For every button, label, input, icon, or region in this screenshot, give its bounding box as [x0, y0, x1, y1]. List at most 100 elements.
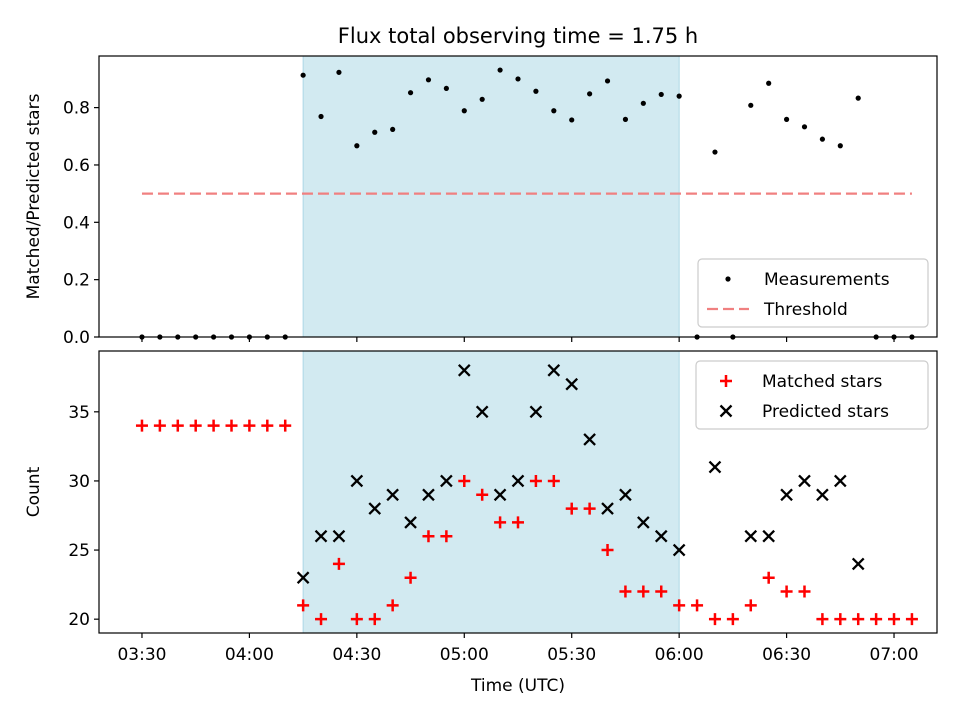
top-ytick-label: 0.6: [63, 156, 90, 176]
xtick-label: 04:30: [332, 645, 381, 665]
matched-star-point: [512, 516, 524, 529]
predicted-star-point: [475, 405, 489, 419]
xtick-label: 04:00: [225, 645, 274, 665]
predicted-star-point: [833, 474, 847, 488]
measurement-point: [515, 76, 521, 82]
measurement-point: [425, 77, 432, 83]
matched-star-point: [297, 599, 310, 612]
measurement-point: [372, 129, 378, 135]
matched-star-point: [780, 585, 793, 598]
top-legend-box: [697, 258, 929, 328]
top-panel: 0.0 0.2 0.4 0.6 0.8 Matched/Predicted stars Fl…: [24, 24, 938, 348]
xtick-label: 05:00: [440, 645, 489, 665]
matched-star-point: [332, 557, 345, 570]
measurement-point: [819, 136, 826, 142]
measurement-point: [479, 96, 485, 102]
measurement-point: [640, 100, 646, 106]
predicted-star-point: [672, 543, 686, 557]
predicted-star-point: [583, 433, 596, 446]
bottom-ytick-label: 20: [68, 610, 90, 630]
top-ytick-label: 0.4: [63, 213, 90, 233]
measurement-point: [712, 149, 718, 155]
xtick-label: 06:00: [655, 645, 704, 665]
top-legend-label: Measurements: [764, 270, 890, 290]
matched-star-point: [458, 474, 471, 487]
measurement-point: [604, 78, 611, 84]
predicted-star-point: [708, 460, 722, 474]
measurement-point: [300, 72, 306, 78]
bottom-ytick-label: 35: [68, 403, 90, 423]
predicted-star-point: [816, 488, 829, 502]
matched-star-point: [494, 516, 507, 529]
bottom-shaded-span: [303, 351, 680, 633]
predicted-star-point: [386, 488, 399, 502]
predicted-star-point: [296, 571, 310, 585]
matched-star-point: [726, 613, 739, 626]
xtick-label: 03:30: [117, 645, 166, 665]
matched-star-point: [440, 530, 453, 543]
matched-star-point: [870, 613, 883, 626]
matched-star-point: [350, 613, 363, 626]
measurement-point: [801, 124, 808, 130]
predicted-star-point: [565, 377, 579, 391]
measurement-point: [837, 143, 843, 149]
predicted-star-point: [798, 474, 811, 488]
predicted-star-point: [851, 557, 865, 571]
bottom-legend-label: Predicted stars: [762, 402, 889, 422]
top-axes-frame: [98, 55, 938, 338]
predicted-star-point: [619, 488, 632, 502]
measurement-point: [587, 91, 593, 97]
matched-star-point: [207, 419, 220, 432]
measurement-point: [443, 85, 449, 92]
predicted-star-point: [547, 364, 561, 377]
matched-star-point: [834, 613, 847, 626]
top-ytick-label: 0.8: [63, 99, 90, 119]
predicted-star-point: [780, 488, 793, 502]
xtick-label: 06:30: [762, 645, 811, 665]
bottom-axes-frame: [98, 350, 938, 634]
matched-star-point: [673, 599, 686, 612]
bottom-legend-label: Matched stars: [762, 372, 882, 392]
predicted-star-point: [368, 502, 382, 515]
bottom-legend-box: [695, 360, 929, 430]
matched-star-point: [243, 419, 256, 432]
matched-star-point: [601, 544, 614, 557]
predicted-star-point: [404, 516, 417, 529]
matched-star-point: [476, 488, 489, 501]
measurement-point: [318, 113, 324, 120]
matched-star-point: [691, 599, 704, 612]
matched-star-point: [547, 474, 560, 487]
measurement-point: [569, 117, 575, 123]
measurement-point: [783, 116, 790, 122]
matched-star-point: [852, 613, 865, 626]
predicted-star-point: [654, 529, 668, 543]
matched-star-point: [905, 613, 918, 626]
chart-title: Flux total observing time = 1.75 h: [338, 24, 698, 48]
top-legend-label: Threshold: [763, 300, 848, 320]
matched-star-point: [404, 571, 417, 584]
bottom-legend-marker-plus: [720, 375, 732, 387]
matched-star-point: [619, 585, 632, 598]
matched-star-point: [762, 571, 775, 584]
matched-star-point: [422, 530, 435, 543]
xtick-label: 07:00: [870, 645, 919, 665]
matched-star-point: [279, 419, 292, 432]
predicted-star-point: [350, 474, 364, 488]
matched-star-point: [153, 419, 166, 432]
measurement-point: [354, 143, 360, 149]
top-ytick-label: 0.0: [63, 328, 90, 348]
matched-star-point: [171, 419, 184, 432]
matched-star-point: [529, 474, 542, 487]
measurement-point: [676, 93, 682, 99]
matched-star-point: [368, 613, 381, 626]
matched-star-point: [888, 613, 901, 626]
measurement-point: [336, 69, 342, 75]
matched-star-point: [816, 613, 829, 626]
matched-star-point: [225, 419, 238, 432]
matched-star-point: [189, 419, 202, 432]
matched-star-point: [583, 502, 596, 515]
bottom-ytick-label: 25: [68, 541, 90, 561]
measurement-point: [533, 88, 539, 94]
matched-star-point: [315, 613, 328, 626]
measurement-point: [497, 67, 503, 73]
